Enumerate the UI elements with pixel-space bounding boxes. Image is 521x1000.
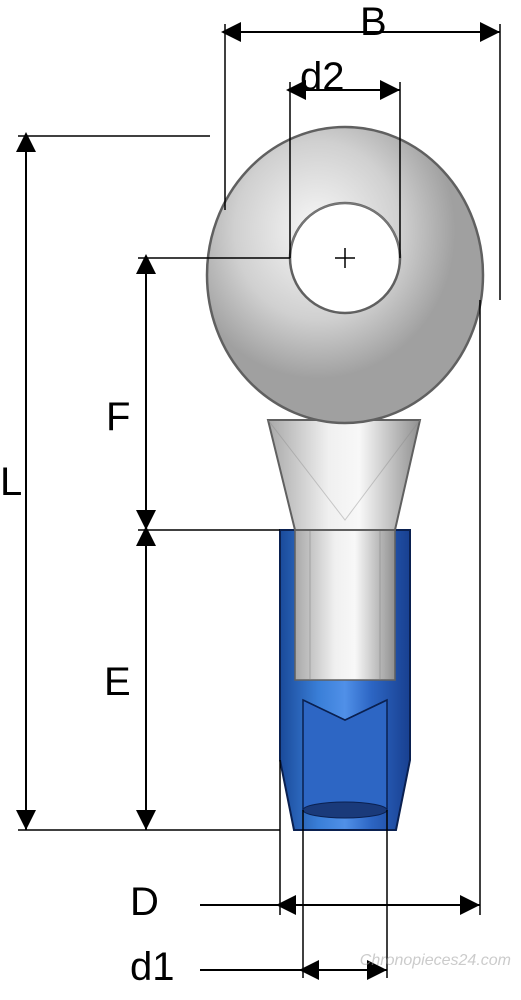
label-B: B xyxy=(360,0,387,45)
ring-terminal-drawing xyxy=(0,0,521,1000)
label-L: L xyxy=(0,460,22,505)
terminal-neck xyxy=(268,420,420,530)
label-F: F xyxy=(106,395,130,440)
diagram-container: L B d2 F E D d1 Chronopieces24.com xyxy=(0,0,521,1000)
label-D: D xyxy=(130,880,159,925)
watermark-text: Chronopieces24.com xyxy=(360,952,511,970)
label-E: E xyxy=(104,660,131,705)
label-d2: d2 xyxy=(300,55,345,100)
label-d1: d1 xyxy=(130,945,175,990)
